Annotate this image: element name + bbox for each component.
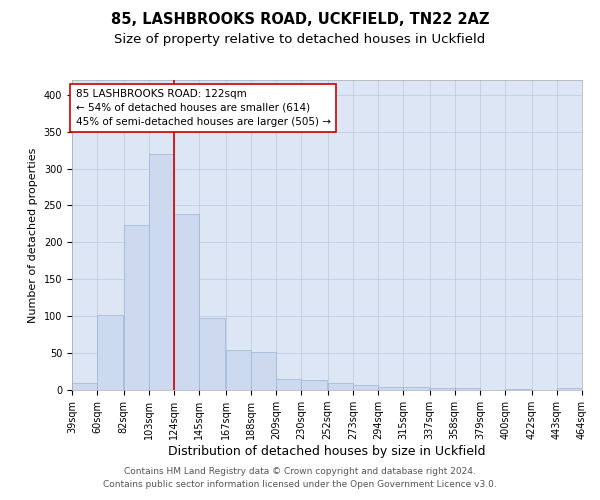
Bar [378,387,403,390]
Text: 85, LASHBROOKS ROAD, UCKFIELD, TN22 2AZ: 85, LASHBROOKS ROAD, UCKFIELD, TN22 2AZ [111,12,489,28]
Bar [149,154,174,390]
Bar [124,224,149,390]
Bar [72,382,97,390]
Bar [403,387,430,390]
Bar [226,350,251,390]
Y-axis label: Number of detached properties: Number of detached properties [28,148,38,322]
Bar [557,388,582,390]
Text: Contains HM Land Registry data © Crown copyright and database right 2024.: Contains HM Land Registry data © Crown c… [124,467,476,476]
Text: Size of property relative to detached houses in Uckfield: Size of property relative to detached ho… [115,32,485,46]
Bar [455,388,480,390]
Bar [328,382,353,390]
Bar [174,214,199,390]
Bar [430,388,455,390]
Text: Contains public sector information licensed under the Open Government Licence v3: Contains public sector information licen… [103,480,497,489]
Bar [353,385,378,390]
Text: 85 LASHBROOKS ROAD: 122sqm
← 54% of detached houses are smaller (614)
45% of sem: 85 LASHBROOKS ROAD: 122sqm ← 54% of deta… [76,89,331,127]
Bar [301,380,328,390]
Bar [251,352,276,390]
Bar [199,318,226,390]
Bar [97,314,124,390]
X-axis label: Distribution of detached houses by size in Uckfield: Distribution of detached houses by size … [168,445,486,458]
Bar [276,379,301,390]
